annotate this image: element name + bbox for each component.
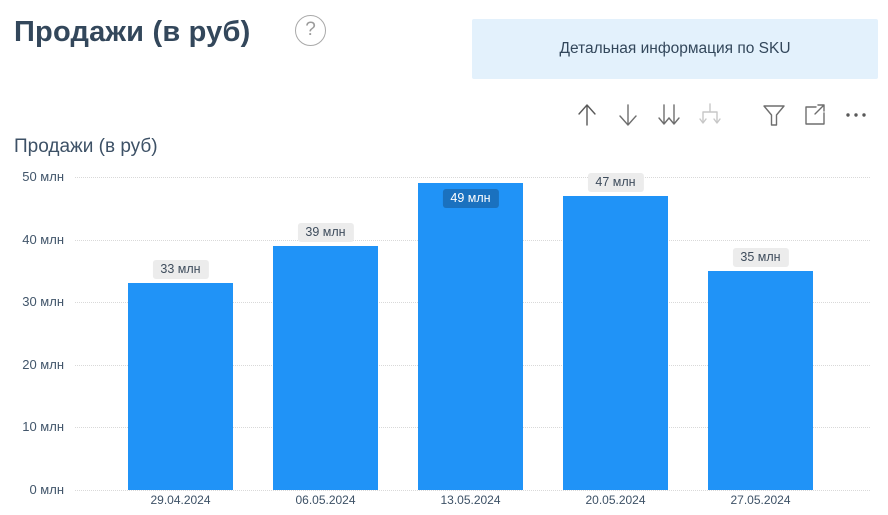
gridline [75, 490, 870, 491]
chart-title: Продажи (в руб) [14, 136, 158, 157]
x-axis-label: 29.04.2024 [150, 493, 211, 507]
x-axis-label: 27.05.2024 [730, 493, 791, 507]
expand-all-down-icon [696, 101, 724, 129]
bar-value-label: 47 млн [587, 172, 644, 192]
bar-value-label: 49 млн [442, 189, 499, 209]
y-axis-label: 10 млн [22, 419, 64, 435]
x-axis-label: 20.05.2024 [585, 493, 646, 507]
help-icon[interactable]: ? [295, 15, 326, 46]
drill-down-icon[interactable] [614, 101, 642, 129]
bar-value-label: 33 млн [152, 260, 209, 280]
focus-mode-icon[interactable] [801, 101, 829, 129]
y-axis-label: 40 млн [22, 231, 64, 247]
more-options-icon[interactable] [842, 101, 870, 129]
y-axis-label: 0 млн [29, 482, 64, 497]
bar[interactable] [273, 245, 378, 490]
bar[interactable] [708, 270, 813, 490]
page-title: Продажи (в руб) [14, 16, 251, 48]
bar[interactable] [418, 183, 523, 490]
x-axis-label: 13.05.2024 [440, 493, 501, 507]
go-to-next-level-icon[interactable] [655, 101, 683, 129]
bar[interactable] [563, 195, 668, 490]
bar-value-label: 39 млн [297, 222, 354, 242]
filter-icon[interactable] [760, 101, 788, 129]
gridline [75, 177, 870, 178]
y-axis-label: 20 млн [22, 356, 64, 372]
drill-up-icon[interactable] [573, 101, 601, 129]
visual-header-toolbar [573, 101, 870, 129]
bar-value-label: 35 млн [732, 247, 789, 267]
sku-details-button[interactable]: Детальная информация по SKU [472, 19, 878, 79]
y-axis-label: 50 млн [22, 169, 64, 184]
question-mark-glyph: ? [305, 19, 316, 40]
x-axis-label: 06.05.2024 [295, 493, 356, 507]
y-axis-label: 30 млн [22, 294, 64, 310]
bar[interactable] [128, 283, 233, 490]
